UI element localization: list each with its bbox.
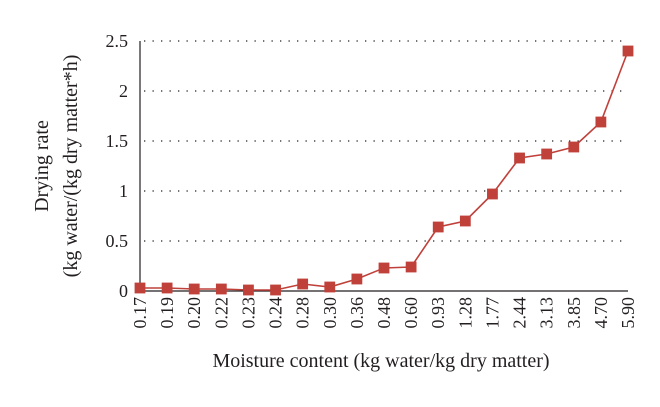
y-tick-labels: 0 0.5 1 1.5 2 2.5	[106, 31, 129, 301]
y-tick-label: 1	[119, 181, 128, 201]
x-axis-label: Moisture content (kg water/kg dry matter…	[212, 350, 549, 372]
x-tick-label: 0.24	[266, 297, 286, 329]
data-point	[378, 262, 390, 274]
x-tick-labels: 0.17 0.19 0.20 0.22 0.23 0.24 0.28 0.30 0.36 0.48…	[130, 297, 638, 329]
x-tick-label: 0.48	[374, 297, 394, 329]
data-point	[215, 283, 227, 295]
data-point	[514, 152, 525, 164]
data-point	[161, 282, 173, 294]
x-tick-label: 0.17	[130, 297, 150, 329]
data-point	[270, 284, 281, 296]
data-point	[541, 148, 553, 160]
data-point	[595, 116, 607, 128]
data-point	[432, 221, 444, 233]
series-line	[140, 50, 629, 291]
data-point	[134, 282, 146, 294]
data-point	[487, 188, 498, 200]
data-point	[622, 45, 634, 57]
x-tick-label: 1.77	[482, 297, 502, 329]
data-point	[324, 281, 336, 293]
y-axis-label-line-1: Drying rate	[31, 120, 53, 212]
y-tick-label: 0.5	[106, 231, 129, 251]
x-tick-label: 3.85	[564, 297, 584, 329]
data-point	[188, 283, 200, 295]
data-point	[459, 215, 471, 227]
data-point	[297, 278, 309, 290]
x-tick-label: 0.36	[347, 297, 367, 329]
x-tick-label: 0.60	[401, 297, 421, 329]
y-tick-label: 1.5	[106, 131, 129, 151]
data-point	[405, 261, 417, 273]
x-tick-label: 0.93	[428, 297, 448, 329]
x-tick-label: 3.13	[537, 297, 557, 329]
x-tick-label: 0.19	[157, 297, 177, 329]
x-tick-label: 1.28	[455, 297, 475, 329]
data-point	[568, 141, 580, 153]
y-tick-label: 2.5	[106, 31, 129, 51]
x-tick-label: 0.23	[238, 297, 258, 329]
y-tick-label: 2	[119, 81, 128, 101]
x-tick-label: 0.22	[211, 297, 231, 329]
y-tick-label: 0	[119, 281, 128, 301]
x-tick-label: 5.90	[618, 297, 638, 329]
y-axis-label: Drying rate (kg water/(kg dry matter*h)	[31, 55, 82, 278]
y-axis-label-line-2: (kg water/(kg dry matter*h)	[60, 55, 82, 278]
x-tick-label: 0.30	[320, 297, 340, 329]
axes	[139, 41, 628, 292]
x-tick-label: 4.70	[591, 297, 611, 329]
x-tick-label: 2.44	[510, 297, 530, 329]
grid-lines	[144, 40, 628, 242]
x-tick-label: 0.20	[184, 297, 204, 329]
x-tick-label: 0.28	[293, 297, 313, 329]
series	[134, 45, 634, 296]
data-point	[243, 284, 254, 296]
data-point	[351, 273, 363, 285]
